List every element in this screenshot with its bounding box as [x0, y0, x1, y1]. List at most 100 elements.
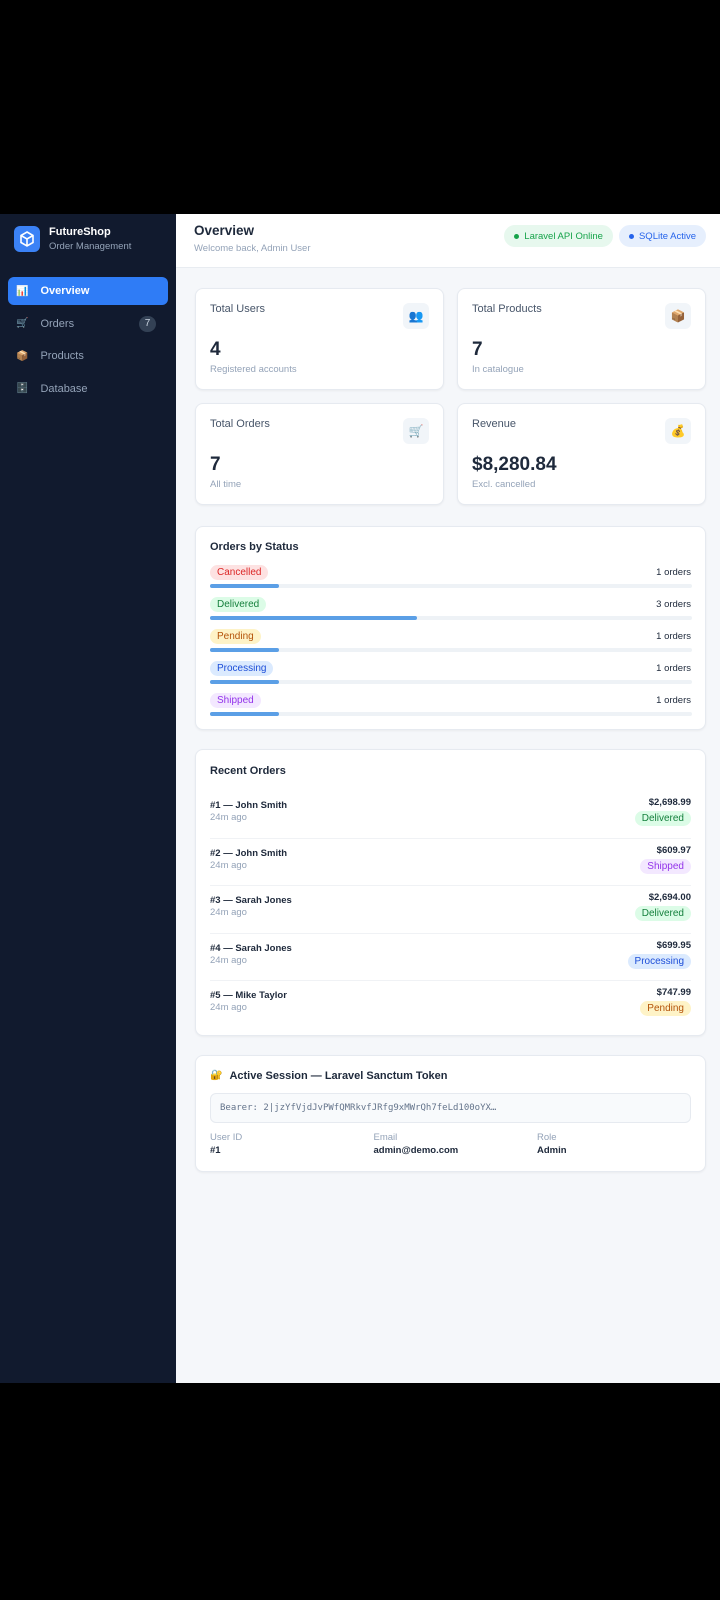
logo-icon — [20, 231, 34, 247]
divider — [210, 980, 691, 981]
header: Overview Welcome back, Admin User Larave… — [176, 214, 720, 268]
session-title: 🔐 Active Session — Laravel Sanctum Token — [210, 1070, 448, 1082]
stat-label: Total Products — [472, 303, 542, 315]
stat-note: Excl. cancelled — [472, 479, 536, 490]
nav-label: Orders — [40, 317, 75, 330]
nav-label: Products — [40, 350, 84, 362]
nav-badge: 7 — [139, 315, 156, 332]
divider — [210, 837, 691, 839]
order-status: Delivered — [634, 906, 691, 921]
nav-item[interactable]: 🗄️ Database — [8, 375, 168, 403]
field-value: #1 — [210, 1145, 221, 1156]
nav-item[interactable]: 📦 Products — [8, 342, 168, 370]
stat-card: Total Users 👥 4 Registered accounts — [195, 288, 444, 390]
stat-card: Total Orders 🛒 7 All time — [195, 403, 444, 505]
recent-orders: Recent Orders #1 — John Smith 24m ago $2,69… — [195, 749, 706, 1036]
order-total: $609.97 — [656, 844, 691, 856]
stat-label: Total Orders — [210, 418, 270, 430]
order-name: #5 — Mike Taylor — [210, 990, 287, 1001]
status-pill: Cancelled — [210, 565, 269, 580]
status-bar — [210, 712, 279, 716]
order-time: 24m ago — [210, 954, 247, 966]
field-value: admin@demo.com — [373, 1145, 459, 1156]
status-pill: Processing — [210, 661, 274, 676]
status-badge: Laravel API Online — [504, 225, 613, 247]
field-label: Email — [373, 1132, 398, 1143]
bar-track — [210, 712, 692, 716]
status-badges: Laravel API Online SQLite Active — [504, 225, 706, 247]
sidebar: FutureShop Order Management 📊 Overview 🛒 Or… — [0, 214, 176, 1383]
order-time: 24m ago — [210, 1002, 247, 1013]
bar-track — [210, 680, 692, 684]
stat-card: Total Products 📦 7 In catalogue — [457, 288, 706, 390]
status-count: 3 orders — [656, 599, 691, 610]
stat-icon: 👥 — [403, 303, 429, 329]
session-title-text: Active Session — Laravel Sanctum Token — [229, 1070, 448, 1082]
field-value: Admin — [537, 1145, 567, 1156]
stat-icon: 💰 — [665, 418, 691, 444]
status-count: 1 orders — [656, 663, 691, 674]
card-title: Orders by Status — [210, 541, 299, 553]
order-name: #3 — Sarah Jones — [210, 895, 292, 906]
nav-icon: 📊 — [16, 285, 29, 297]
status-pill: Shipped — [210, 693, 261, 708]
logo — [14, 226, 40, 252]
page-subtitle: Welcome back, Admin User — [194, 243, 311, 254]
stat-note: Registered accounts — [210, 364, 297, 375]
status-bar — [210, 648, 279, 652]
stat-note: All time — [210, 479, 242, 490]
orders-by-status: Orders by Status Cancelled 1 orders Deliver… — [195, 526, 706, 730]
stat-value: 7 — [210, 454, 221, 475]
order-time: 24m ago — [210, 859, 247, 871]
status-count: 1 orders — [656, 567, 691, 578]
divider — [210, 885, 691, 886]
nav-icon: 🛒 — [16, 318, 29, 329]
stat-icon: 📦 — [665, 303, 691, 329]
nav-item[interactable]: 📊 Overview — [8, 277, 168, 305]
order-time: 24m ago — [210, 907, 247, 918]
session-card: 🔐 Active Session — Laravel Sanctum Token B… — [195, 1055, 706, 1172]
nav-label: Database — [40, 382, 88, 395]
bar-track — [210, 648, 692, 652]
page-title: Overview — [194, 223, 255, 238]
stat-label: Revenue — [472, 418, 517, 430]
nav-icon: 🗄️ — [16, 383, 29, 394]
order-status: Pending — [640, 1001, 691, 1016]
stat-value: $8,280.84 — [472, 454, 557, 475]
app-subtitle: Order Management — [49, 241, 132, 252]
nav-item[interactable]: 🛒 Orders 7 — [8, 310, 168, 338]
order-name: #4 — Sarah Jones — [210, 942, 292, 954]
status-bar — [210, 680, 279, 684]
order-total: $747.99 — [656, 987, 691, 998]
divider — [210, 932, 691, 934]
badge-label: SQLite Active — [638, 230, 696, 242]
status-bar — [210, 616, 417, 620]
status-count: 1 orders — [656, 695, 691, 706]
badge-label: Laravel API Online — [524, 230, 603, 242]
badge-dot — [514, 233, 520, 239]
stat-value: 4 — [210, 339, 221, 360]
order-total: $2,698.99 — [648, 797, 691, 808]
badge-dot — [628, 233, 634, 239]
status-badge: SQLite Active — [618, 225, 706, 247]
stat-label: Total Users — [210, 303, 266, 315]
card-title: Recent Orders — [210, 765, 286, 777]
status-pill: Pending — [210, 629, 261, 644]
main: Overview Welcome back, Admin User Larave… — [176, 214, 720, 1383]
status-pill: Delivered — [210, 597, 267, 612]
status-bar — [210, 584, 279, 588]
nav-icon: 📦 — [16, 350, 29, 362]
stat-icon: 🛒 — [403, 418, 429, 444]
stat-value: 7 — [472, 339, 483, 360]
field-label: User ID — [210, 1132, 243, 1143]
nav-label: Overview — [40, 285, 90, 297]
stat-note: In catalogue — [472, 364, 524, 375]
order-total: $2,694.00 — [648, 892, 691, 903]
bar-track — [210, 616, 692, 620]
app-name: FutureShop — [49, 226, 111, 238]
field-label: Role — [537, 1132, 557, 1143]
session-icon: 🔐 — [210, 1070, 223, 1081]
bar-track — [210, 584, 692, 588]
order-status: Shipped — [640, 858, 691, 874]
